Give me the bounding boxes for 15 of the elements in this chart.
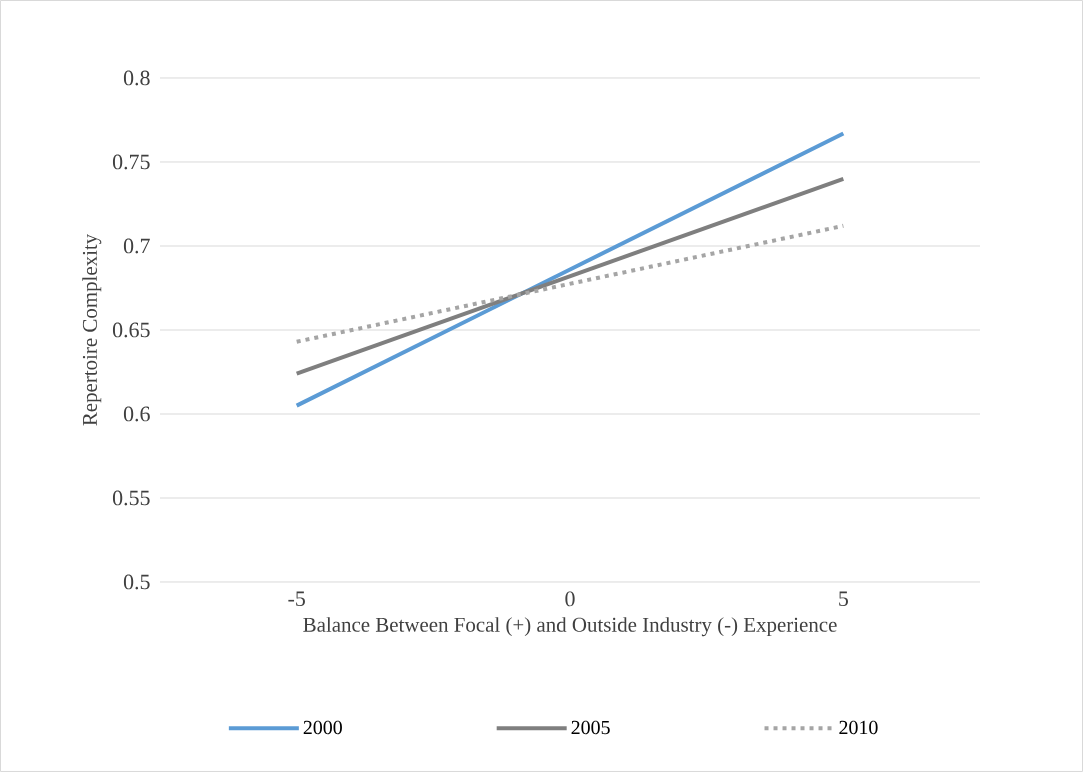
y-tick-label: 0.75 <box>112 154 150 170</box>
legend-label: 2005 <box>571 720 610 735</box>
y-tick-label: 0.65 <box>112 322 150 338</box>
x-tick-label: 5 <box>839 591 848 607</box>
y-axis-title: Repertoire Complexity <box>82 233 102 426</box>
y-tick-label: 0.5 <box>123 574 150 590</box>
y-tick-label: 0.8 <box>123 70 150 86</box>
x-axis-title: Balance Between Focal (+) and Outside Industry (-) Experience <box>303 617 837 637</box>
x-tick-label: 0 <box>565 591 575 607</box>
legend-label: 2000 <box>303 720 342 735</box>
y-tick-label: 0.7 <box>123 238 150 254</box>
y-tick-label: 0.55 <box>112 490 150 506</box>
x-tick-label: -5 <box>288 591 305 607</box>
y-tick-label: 0.6 <box>123 406 150 422</box>
legend-label: 2010 <box>839 720 878 735</box>
